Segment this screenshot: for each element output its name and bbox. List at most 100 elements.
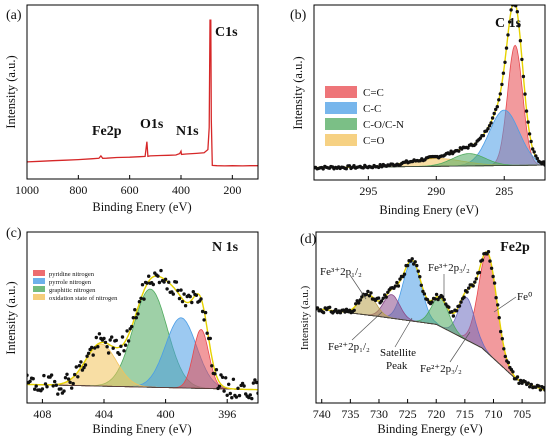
panel-c-data-point bbox=[247, 395, 251, 400]
pointer-fe2-2p12 bbox=[351, 311, 383, 341]
panel-d-data-point bbox=[465, 290, 469, 294]
panel-c-data-point bbox=[228, 391, 232, 396]
panel-c-xtick-label: 400 bbox=[157, 407, 175, 421]
panel-b-data-point bbox=[474, 142, 478, 146]
panel-c-data-point bbox=[137, 300, 142, 304]
panel-c-data-point bbox=[183, 304, 188, 308]
panel-c-data-point bbox=[254, 380, 258, 385]
panel-c-data-point bbox=[125, 329, 129, 333]
panel-b-data-point bbox=[529, 139, 533, 144]
panel-d-data-point bbox=[425, 297, 430, 302]
panel-b-data-point bbox=[541, 160, 545, 164]
panel-c-data-point bbox=[136, 312, 140, 316]
panel-d-data-point bbox=[321, 310, 326, 315]
panel-d-data-point bbox=[369, 291, 373, 295]
panel-d-xtick-label: 735 bbox=[341, 407, 359, 421]
panel-a-frame bbox=[26, 4, 259, 180]
panel-c-data-point bbox=[91, 353, 95, 357]
legend-label: pyrrole nitrogen bbox=[49, 279, 92, 286]
panel-b-data-point bbox=[495, 105, 499, 109]
panel-b-data-point bbox=[481, 133, 486, 138]
panel-c-data-point bbox=[105, 345, 109, 349]
panel-a-xtick-label: 1000 bbox=[15, 183, 39, 197]
panel-b-xticks: 295 290 285 bbox=[359, 176, 513, 198]
panel-d-data-point bbox=[381, 296, 385, 300]
panel-d-xtick-label: 720 bbox=[427, 407, 445, 421]
annot-fe3-2p32: Fe³⁺2p₃/₂ bbox=[428, 262, 470, 274]
panel-c-data-point bbox=[162, 280, 166, 284]
panel-b-xtick-label: 285 bbox=[495, 184, 513, 198]
panel-b-data-point bbox=[347, 164, 352, 168]
panel-c-data-point bbox=[51, 384, 55, 388]
panel-c-plot bbox=[27, 268, 258, 401]
panel-d-data-point bbox=[518, 378, 523, 383]
panel-c-data-point bbox=[94, 335, 99, 340]
panel-d-data-point bbox=[384, 295, 388, 299]
panel-d: (d) 740 735 730 725 720 715 710 705 Fe2p Bindin… bbox=[299, 231, 546, 436]
panel-d-data-point bbox=[421, 289, 425, 294]
panel-c-data-point bbox=[147, 274, 151, 278]
panel-a-xticks: 1000 800 600 400 200 bbox=[15, 175, 241, 197]
panel-b-data-point bbox=[509, 8, 513, 12]
panel-a-ylabel: Intensity (a.u.) bbox=[4, 55, 18, 128]
panel-a-label: (a) bbox=[6, 8, 22, 23]
panel-c-xtick-label: 396 bbox=[218, 407, 236, 421]
panel-c-data-point bbox=[85, 354, 89, 358]
panel-b-data-point bbox=[501, 71, 506, 75]
panel-a-annot-fe2p: Fe2p bbox=[92, 124, 122, 139]
panel-c-data-point bbox=[133, 308, 137, 312]
panel-c-data-point bbox=[123, 343, 128, 347]
panel-d-data-point bbox=[489, 266, 494, 270]
panel-b-data-point bbox=[457, 149, 461, 153]
panel-d-data-point bbox=[416, 269, 420, 273]
panel-d-data-point bbox=[523, 380, 527, 384]
panel-c-xticks: 408 404 400 396 bbox=[33, 399, 236, 421]
panel-c-data-point bbox=[90, 345, 94, 350]
panel-d-xticks: 740 735 730 725 720 715 710 705 bbox=[313, 399, 531, 421]
panel-c-data-point bbox=[208, 336, 212, 341]
panel-d-data-point bbox=[496, 303, 500, 307]
panel-c-data-point bbox=[139, 296, 143, 300]
panel-c-data-point bbox=[222, 389, 226, 393]
panel-c-data-point bbox=[54, 383, 58, 387]
panel-b-data-point bbox=[489, 121, 493, 125]
panel-d-data-point bbox=[343, 310, 347, 314]
panel-c-data-point bbox=[117, 352, 122, 356]
panel-d-data-point bbox=[506, 360, 511, 365]
panel-c-data-point bbox=[236, 386, 240, 390]
panel-d-data-point bbox=[529, 382, 533, 387]
panel-c-data-point bbox=[76, 375, 80, 379]
panel-b-data-point bbox=[494, 107, 498, 112]
panel-d-data-point bbox=[410, 257, 414, 261]
legend-label: C=O bbox=[363, 135, 385, 147]
panel-c-data-point bbox=[194, 293, 199, 297]
panel-b-data-point bbox=[498, 92, 502, 96]
panel-d-xlabel: Binding Energy (eV) bbox=[377, 422, 482, 436]
panel-c-data-point bbox=[220, 375, 225, 379]
panel-c-data-point bbox=[43, 382, 48, 386]
panel-c-data-point bbox=[62, 389, 66, 393]
annot-satellite: Satellite bbox=[380, 347, 416, 359]
panel-d-data-point bbox=[503, 354, 507, 359]
panel-d-data-point bbox=[491, 274, 495, 279]
panel-c-data-point bbox=[45, 385, 49, 389]
legend-swatch bbox=[325, 134, 357, 146]
panel-b-data-point bbox=[523, 92, 527, 96]
panel-b-data-point bbox=[524, 109, 529, 113]
panel-c-data-point bbox=[86, 351, 91, 355]
panel-d-data-point bbox=[328, 305, 332, 309]
panel-b-data-point bbox=[321, 167, 325, 171]
pointer-satellite bbox=[394, 317, 413, 348]
panel-d-data-point bbox=[442, 298, 446, 302]
panel-d-data-point bbox=[418, 275, 422, 279]
panel-c-data-point bbox=[40, 387, 45, 391]
panel-d-data-point bbox=[517, 381, 521, 385]
panel-c-data-point bbox=[130, 324, 134, 329]
panel-c-data-point bbox=[97, 332, 102, 336]
panel-c-data-point bbox=[106, 351, 111, 355]
panel-c-data-point bbox=[56, 392, 60, 396]
panel-c-data-point bbox=[93, 346, 97, 350]
panel-d-data-point bbox=[422, 292, 427, 296]
panel-c-data-point bbox=[253, 378, 257, 382]
panel-d-fit-envelope bbox=[316, 251, 545, 392]
